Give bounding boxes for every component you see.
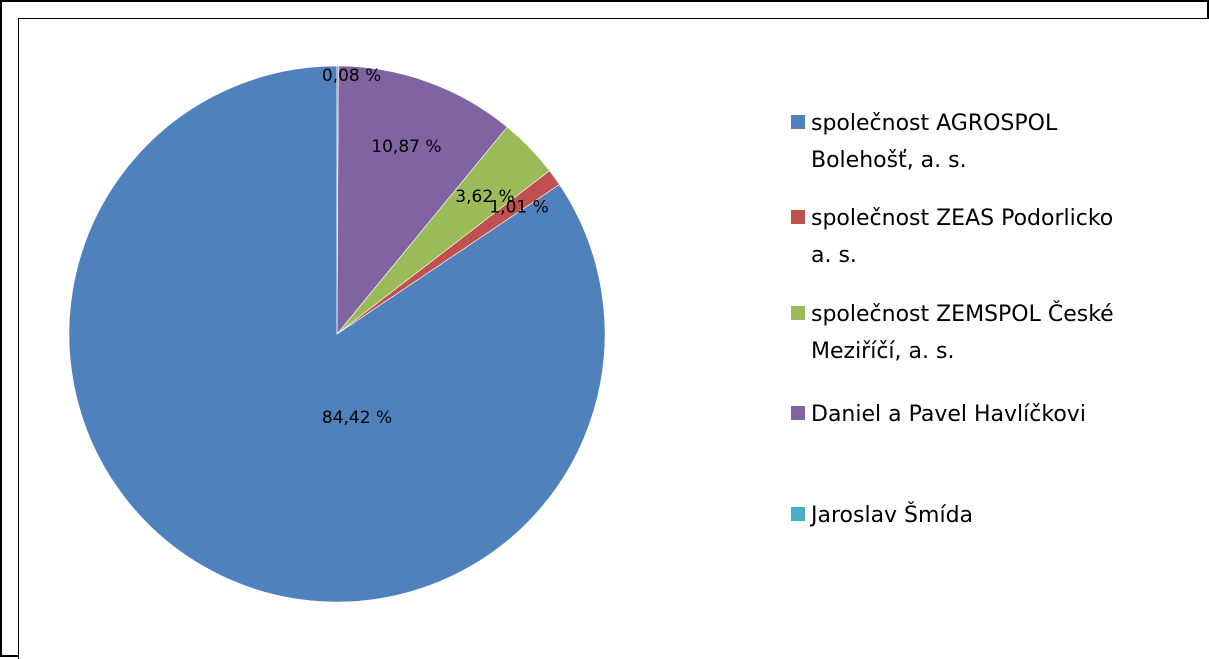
data-label-havlickovi: 10,87 % bbox=[371, 137, 441, 157]
legend-label-zemspol-line2: Meziříčí, a. s. bbox=[811, 339, 955, 364]
legend-label-agrospol-line2: Bolehošť, a. s. bbox=[811, 148, 967, 173]
legend-swatch-agrospol bbox=[791, 115, 805, 129]
pie-slice-smida[interactable] bbox=[336, 65, 339, 335]
legend: společnost AGROSPOL Bolehošť, a. s. spol… bbox=[791, 0, 1201, 657]
data-label-zeas: 1,01 % bbox=[489, 197, 548, 217]
legend-label-zemspol-line1: společnost ZEMSPOL České bbox=[811, 302, 1114, 327]
legend-label-zeas-line1: společnost ZEAS Podorlicko bbox=[811, 206, 1114, 231]
legend-label-smida: Jaroslav Šmída bbox=[811, 503, 974, 528]
legend-swatch-zemspol bbox=[791, 306, 805, 320]
legend-swatch-smida bbox=[791, 507, 805, 521]
data-label-smida: 0,08 % bbox=[322, 66, 381, 86]
legend-label-agrospol-line1: společnost AGROSPOL bbox=[811, 111, 1058, 136]
legend-label-havlickovi: Daniel a Pavel Havlíčkovi bbox=[811, 402, 1086, 427]
pie-slices bbox=[68, 65, 606, 603]
pie-data-labels: 84,42 % 1,01 %3,62 % 10,87 % 0,08 % bbox=[322, 66, 549, 428]
pie-slice-havlickovi[interactable] bbox=[336, 65, 508, 335]
data-label-zemspol: 3,62 % bbox=[455, 187, 514, 207]
legend-swatch-zeas bbox=[791, 210, 805, 224]
data-label-agrospol: 84,42 % bbox=[322, 408, 392, 428]
legend-swatch-havlickovi bbox=[791, 406, 805, 420]
legend-label-zeas-line2: a. s. bbox=[811, 243, 857, 268]
